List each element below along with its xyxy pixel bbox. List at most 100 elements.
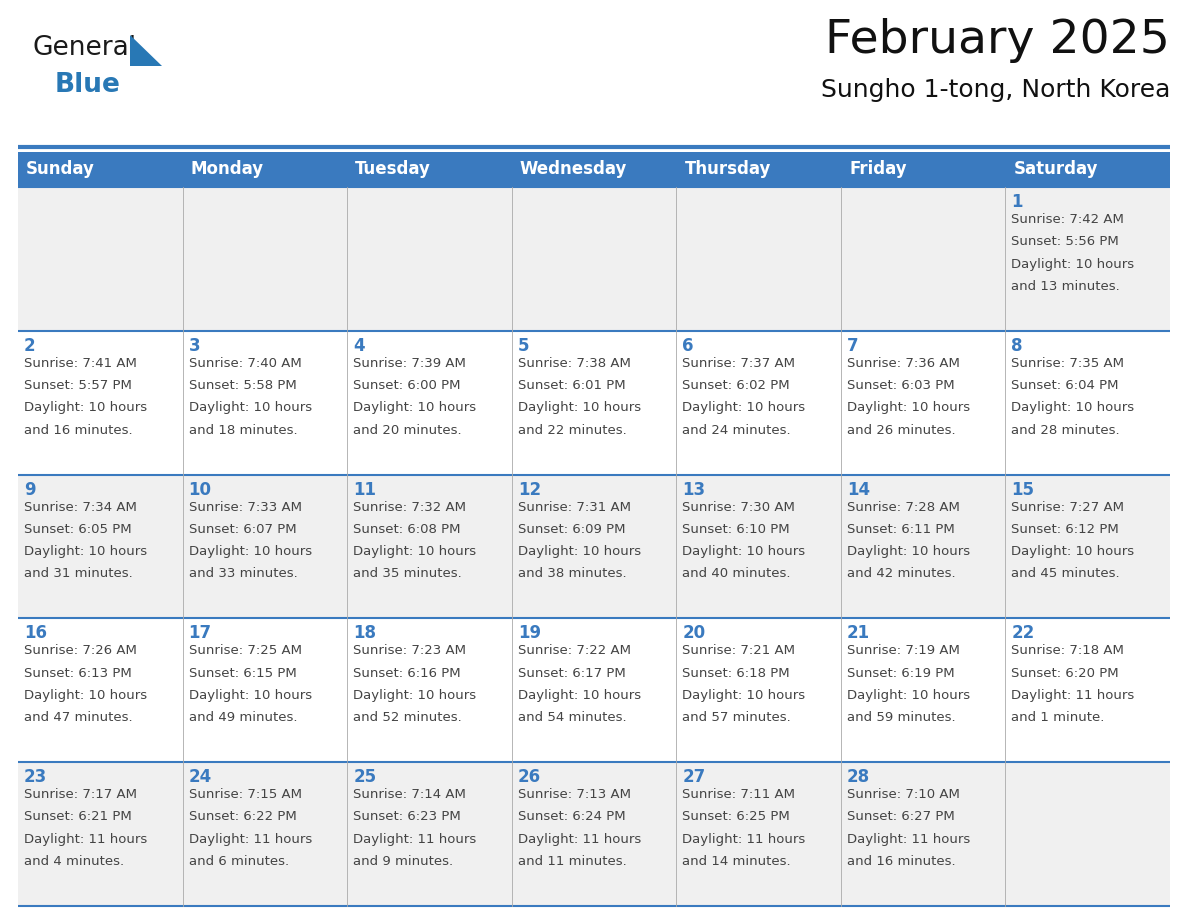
Text: Daylight: 10 hours: Daylight: 10 hours — [353, 545, 476, 558]
Text: Daylight: 10 hours: Daylight: 10 hours — [24, 545, 147, 558]
Text: Sunrise: 7:30 AM: Sunrise: 7:30 AM — [682, 500, 795, 513]
Text: 22: 22 — [1011, 624, 1035, 643]
Text: Sunrise: 7:37 AM: Sunrise: 7:37 AM — [682, 357, 795, 370]
Text: 27: 27 — [682, 768, 706, 786]
Text: 12: 12 — [518, 481, 541, 498]
Text: Sunset: 6:04 PM: Sunset: 6:04 PM — [1011, 379, 1119, 392]
Text: Daylight: 10 hours: Daylight: 10 hours — [847, 401, 969, 414]
Text: Daylight: 10 hours: Daylight: 10 hours — [353, 401, 476, 414]
Text: Saturday: Saturday — [1013, 161, 1098, 178]
Text: 23: 23 — [24, 768, 48, 786]
Text: Daylight: 10 hours: Daylight: 10 hours — [682, 689, 805, 702]
Text: 10: 10 — [189, 481, 211, 498]
Text: Tuesday: Tuesday — [355, 161, 431, 178]
Text: Daylight: 10 hours: Daylight: 10 hours — [518, 401, 640, 414]
Text: Daylight: 10 hours: Daylight: 10 hours — [682, 545, 805, 558]
Text: Daylight: 11 hours: Daylight: 11 hours — [682, 833, 805, 845]
Text: Daylight: 10 hours: Daylight: 10 hours — [1011, 401, 1135, 414]
Text: Daylight: 11 hours: Daylight: 11 hours — [353, 833, 476, 845]
Text: Sunrise: 7:15 AM: Sunrise: 7:15 AM — [189, 789, 302, 801]
Text: and 52 minutes.: and 52 minutes. — [353, 711, 462, 724]
Text: 11: 11 — [353, 481, 377, 498]
Text: 26: 26 — [518, 768, 541, 786]
Text: and 9 minutes.: and 9 minutes. — [353, 855, 454, 868]
Text: Sunrise: 7:28 AM: Sunrise: 7:28 AM — [847, 500, 960, 513]
Text: Sunday: Sunday — [26, 161, 95, 178]
Text: 19: 19 — [518, 624, 541, 643]
Text: Daylight: 11 hours: Daylight: 11 hours — [189, 833, 311, 845]
Text: Sunrise: 7:32 AM: Sunrise: 7:32 AM — [353, 500, 466, 513]
Text: 17: 17 — [189, 624, 211, 643]
Polygon shape — [129, 35, 162, 66]
Bar — [1005, 152, 1170, 187]
Text: and 16 minutes.: and 16 minutes. — [847, 855, 955, 868]
Text: and 45 minutes.: and 45 minutes. — [1011, 567, 1120, 580]
Text: and 18 minutes.: and 18 minutes. — [189, 424, 297, 437]
Text: Friday: Friday — [849, 161, 906, 178]
Text: Sunrise: 7:35 AM: Sunrise: 7:35 AM — [1011, 357, 1124, 370]
Bar — [841, 152, 1005, 187]
Text: Sunset: 6:23 PM: Sunset: 6:23 PM — [353, 811, 461, 823]
Text: Daylight: 10 hours: Daylight: 10 hours — [1011, 545, 1135, 558]
Bar — [18, 619, 1170, 762]
Text: Daylight: 10 hours: Daylight: 10 hours — [353, 689, 476, 702]
Text: Sunrise: 7:11 AM: Sunrise: 7:11 AM — [682, 789, 795, 801]
Bar — [347, 152, 512, 187]
Text: 4: 4 — [353, 337, 365, 354]
Text: Sunset: 6:08 PM: Sunset: 6:08 PM — [353, 523, 461, 536]
Text: Sunrise: 7:41 AM: Sunrise: 7:41 AM — [24, 357, 137, 370]
Text: 15: 15 — [1011, 481, 1035, 498]
Text: and 22 minutes.: and 22 minutes. — [518, 424, 626, 437]
Text: 9: 9 — [24, 481, 36, 498]
Text: and 38 minutes.: and 38 minutes. — [518, 567, 626, 580]
Text: and 54 minutes.: and 54 minutes. — [518, 711, 626, 724]
Text: Sunrise: 7:22 AM: Sunrise: 7:22 AM — [518, 644, 631, 657]
Text: Daylight: 11 hours: Daylight: 11 hours — [518, 833, 642, 845]
Text: Thursday: Thursday — [684, 161, 771, 178]
Text: Sunset: 6:07 PM: Sunset: 6:07 PM — [189, 523, 296, 536]
Text: Sunset: 6:05 PM: Sunset: 6:05 PM — [24, 523, 132, 536]
Text: Sunrise: 7:17 AM: Sunrise: 7:17 AM — [24, 789, 137, 801]
Text: Daylight: 10 hours: Daylight: 10 hours — [189, 545, 311, 558]
Text: Sunset: 6:17 PM: Sunset: 6:17 PM — [518, 666, 625, 679]
Text: Daylight: 10 hours: Daylight: 10 hours — [847, 545, 969, 558]
Text: Sunrise: 7:14 AM: Sunrise: 7:14 AM — [353, 789, 466, 801]
Text: 24: 24 — [189, 768, 211, 786]
Text: Daylight: 11 hours: Daylight: 11 hours — [24, 833, 147, 845]
Bar — [18, 152, 183, 187]
Text: Sunset: 5:58 PM: Sunset: 5:58 PM — [189, 379, 296, 392]
Text: Sunrise: 7:33 AM: Sunrise: 7:33 AM — [189, 500, 302, 513]
Text: Sunset: 5:56 PM: Sunset: 5:56 PM — [1011, 235, 1119, 248]
Text: Sunset: 6:18 PM: Sunset: 6:18 PM — [682, 666, 790, 679]
Text: Daylight: 10 hours: Daylight: 10 hours — [518, 689, 640, 702]
Text: Sunset: 6:21 PM: Sunset: 6:21 PM — [24, 811, 132, 823]
Text: Sunset: 6:25 PM: Sunset: 6:25 PM — [682, 811, 790, 823]
Text: and 11 minutes.: and 11 minutes. — [518, 855, 626, 868]
Text: and 49 minutes.: and 49 minutes. — [189, 711, 297, 724]
Text: Sunset: 6:02 PM: Sunset: 6:02 PM — [682, 379, 790, 392]
Text: 25: 25 — [353, 768, 377, 786]
Bar — [18, 475, 1170, 619]
Text: Daylight: 10 hours: Daylight: 10 hours — [682, 401, 805, 414]
Text: Sunset: 6:27 PM: Sunset: 6:27 PM — [847, 811, 955, 823]
Text: Sunset: 6:11 PM: Sunset: 6:11 PM — [847, 523, 955, 536]
Text: Sunrise: 7:25 AM: Sunrise: 7:25 AM — [189, 644, 302, 657]
Text: 18: 18 — [353, 624, 377, 643]
Bar — [183, 152, 347, 187]
Text: Sunset: 6:03 PM: Sunset: 6:03 PM — [847, 379, 954, 392]
Text: and 4 minutes.: and 4 minutes. — [24, 855, 124, 868]
Text: Sunrise: 7:40 AM: Sunrise: 7:40 AM — [189, 357, 302, 370]
Text: Monday: Monday — [191, 161, 264, 178]
Text: Sunset: 6:09 PM: Sunset: 6:09 PM — [518, 523, 625, 536]
Bar — [18, 187, 1170, 330]
Text: and 6 minutes.: and 6 minutes. — [189, 855, 289, 868]
Text: February 2025: February 2025 — [826, 18, 1170, 63]
Text: Sunrise: 7:19 AM: Sunrise: 7:19 AM — [847, 644, 960, 657]
Text: Sunrise: 7:18 AM: Sunrise: 7:18 AM — [1011, 644, 1124, 657]
Text: 14: 14 — [847, 481, 870, 498]
Text: Sunrise: 7:39 AM: Sunrise: 7:39 AM — [353, 357, 466, 370]
Text: 5: 5 — [518, 337, 529, 354]
Bar — [676, 152, 841, 187]
Text: 20: 20 — [682, 624, 706, 643]
Text: and 14 minutes.: and 14 minutes. — [682, 855, 791, 868]
